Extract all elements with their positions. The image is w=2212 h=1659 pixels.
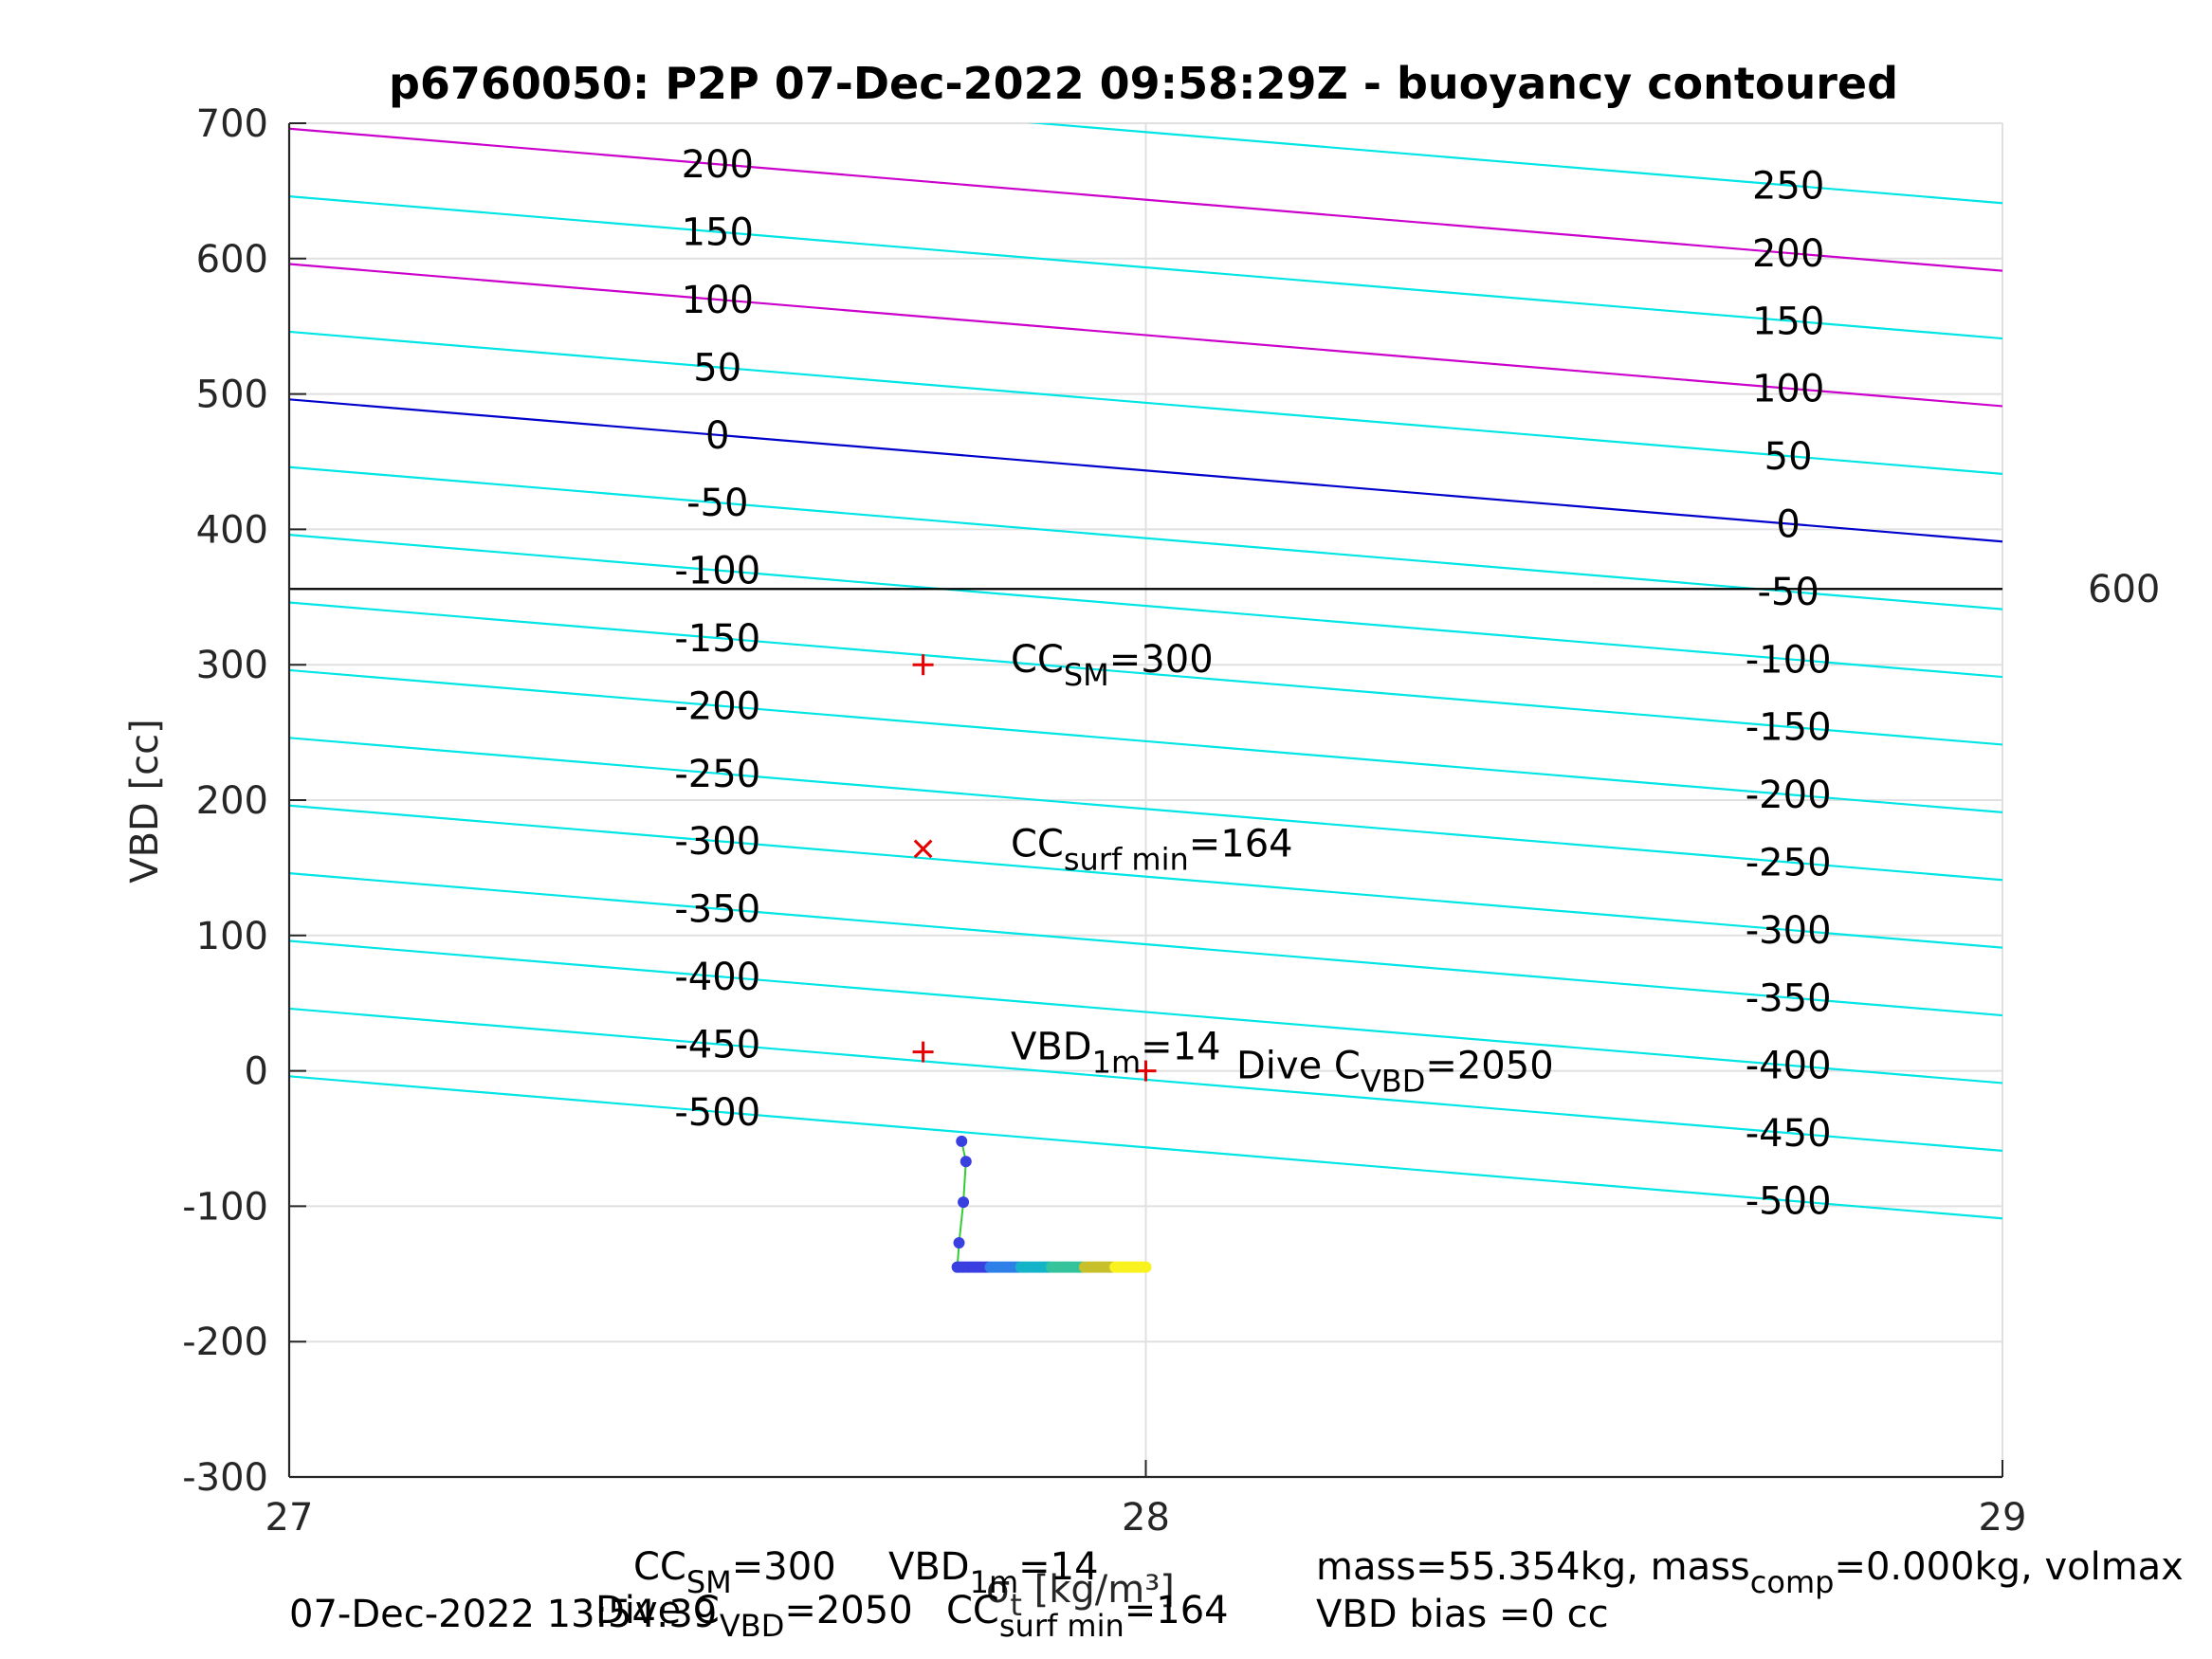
chart-title: p6760050: P2P 07-Dec-2022 09:58:29Z - bu… [389,58,1898,109]
footer-vbd-bias: VBD bias =0 cc [1316,1593,1609,1636]
y-tick-label: 600 [196,238,268,282]
contour-label-right: 100 [1752,368,1824,411]
footer-mass: mass=55.354kg, masscomp=0.000kg, volmax [1316,1545,2184,1600]
y-tick-label: -300 [182,1456,268,1500]
footer-cc-sm: CCSM=300 [633,1545,836,1600]
contour-line [289,668,2002,813]
contour-line [1027,123,2002,205]
contour-line [289,465,2002,611]
y-tick-label: 200 [196,779,268,823]
contour-label-left: -250 [674,753,760,796]
y-tick-label: 400 [196,508,268,552]
x-tick-label: 29 [1979,1496,2027,1540]
contour-lines [289,123,2002,1220]
contour-line [289,534,2002,679]
y-tick-label: 0 [245,1050,268,1094]
contour-label-right: -400 [1746,1045,1832,1088]
contour-label-right: -150 [1746,706,1832,750]
contour-label-right: 50 [1764,435,1813,479]
profile-point [960,1156,972,1168]
contour-line [289,398,2002,543]
annotation-dive-cvbd: Dive CVBD=2050 [1236,1045,1554,1100]
contour-label-left: 200 [682,143,754,187]
contour-label-left: -450 [674,1023,760,1066]
x-tick-label: 27 [265,1496,314,1540]
markers [912,654,1157,1082]
profile-point [958,1196,970,1209]
contour-line [289,737,2002,882]
y-tick-label: -100 [182,1185,268,1229]
axes [287,122,2003,1479]
y-tick-label: -200 [182,1321,268,1364]
contour-label-right: -300 [1746,909,1832,953]
y-tick-label: 100 [196,915,268,958]
contour-label-left: -100 [674,550,760,593]
contour-label-right: 0 [1776,503,1800,547]
contour-label-left: 150 [682,211,754,255]
contour-line [289,804,2002,949]
contour-label-left: -50 [686,482,748,525]
contour-label-left: -150 [674,617,760,661]
profile-point [953,1236,965,1249]
contour-line [289,872,2002,1017]
contour-label-left: -350 [674,888,760,932]
footer-dive-cvbd: Dive CVBD=2050 [595,1589,913,1644]
y-tick-label: 700 [196,102,268,146]
contour-line [289,1075,2002,1220]
x-tick-label: 28 [1122,1496,1170,1540]
contour-line [289,195,2002,340]
contour-label-left: -300 [674,820,760,864]
contour-label-right: -100 [1746,638,1832,682]
profile-point [1140,1261,1152,1273]
profile-point [956,1135,968,1147]
marker-plus [912,654,934,676]
x-axis-label: σt [kg/m³] [986,1568,1175,1623]
contour-labels: 200 150 100 50 0 -50 -100 -150 -200 -250 -300 -350 -… [674,143,1831,1223]
contour-label-left: 100 [682,279,754,322]
contour-label-right: -50 [1757,571,1819,614]
footer-cc-surf-min: CCsurf min=164 [946,1589,1229,1644]
contour-label-right: 150 [1752,300,1824,343]
annotation-cc-sm: CCSM=300 [1011,638,1214,693]
marker-plus [1135,1060,1157,1082]
contour-line [289,127,2002,272]
contour-label-left: -200 [674,684,760,728]
contour-label-left: 0 [705,414,729,458]
footer-timestamp: 07-Dec-2022 13:54:39 [289,1593,717,1636]
contour-label-right: -250 [1746,842,1832,885]
footer-vbd-1m: VBD1m=14 [888,1545,1099,1600]
y-tick-label: 500 [196,374,268,417]
contour-label-right: -350 [1746,976,1832,1020]
contour-label-left: -500 [674,1091,760,1135]
y-axis-label: VBD [cc] [123,719,167,884]
reference-hline-label: 600 [2088,568,2160,611]
marker-stroke [913,839,933,859]
reference-line: 600 [289,568,2160,611]
contour-line [289,939,2002,1085]
annotation-vbd-1m: VBD1m=14 [1011,1026,1221,1081]
contour-label-right: -450 [1746,1112,1832,1156]
contour-label-right: 200 [1752,232,1824,276]
annotation-cc-surf-min: CCsurf min=164 [1011,822,1293,877]
marker-plus [912,1041,934,1063]
marker-x [913,839,933,859]
dive-profile [951,1135,1152,1273]
contour-label-right: 250 [1752,165,1824,209]
y-tick-label: 300 [196,644,268,687]
contour-label-left: 50 [693,346,741,390]
contour-label-right: -200 [1746,774,1832,817]
contour-label-right: -500 [1746,1180,1832,1224]
contour-line [289,263,2002,408]
contour-line [289,330,2002,475]
contour-line [289,601,2002,746]
contour-label-left: -400 [674,956,760,999]
marker-annotations: CCSM=300 CCsurf min=164 VBD1m=14 Dive CVBD=… [1011,638,1554,1099]
